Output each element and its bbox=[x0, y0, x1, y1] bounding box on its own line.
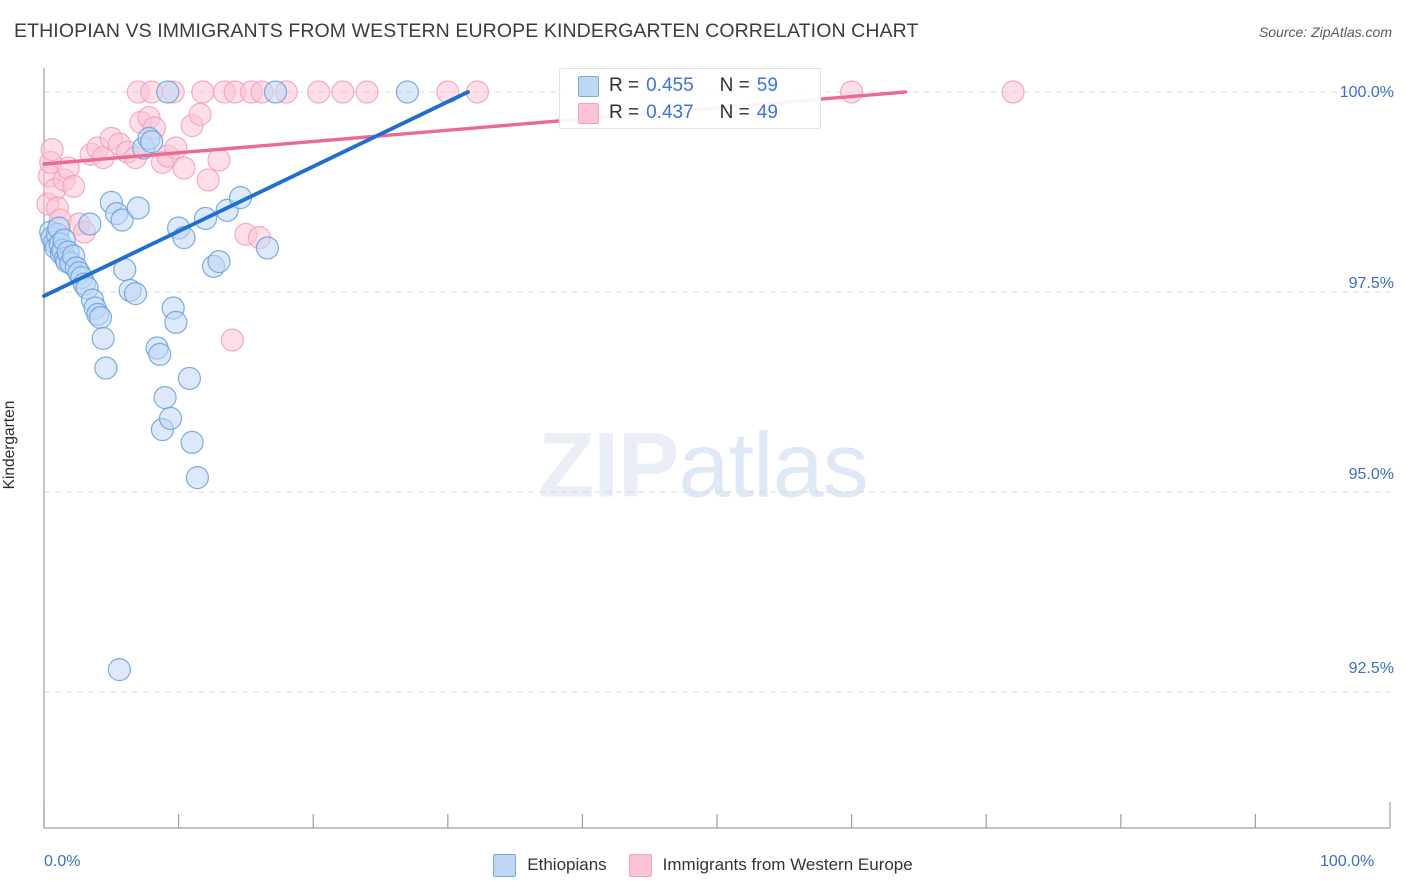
data-point bbox=[91, 326, 115, 350]
data-point bbox=[185, 466, 209, 490]
stats-swatch-pink bbox=[578, 102, 599, 124]
watermark-atlas: atlas bbox=[678, 414, 868, 517]
data-point bbox=[196, 168, 220, 192]
data-point bbox=[156, 80, 180, 104]
data-point bbox=[110, 208, 134, 232]
stats-r-value-2: 0.437 bbox=[646, 102, 694, 123]
data-point bbox=[126, 196, 150, 220]
data-point bbox=[61, 174, 86, 198]
data-point bbox=[172, 156, 196, 180]
data-point bbox=[148, 342, 172, 366]
data-point bbox=[263, 80, 288, 104]
legend-label-ethiopians: Ethiopians bbox=[527, 855, 607, 874]
x-tick-label-100: 100.0% bbox=[1320, 853, 1375, 870]
legend-item-ethiopians[interactable]: Ethiopians bbox=[493, 853, 607, 877]
data-point bbox=[395, 80, 419, 104]
data-point bbox=[188, 102, 212, 127]
stats-r-key-2: R = bbox=[609, 102, 640, 123]
data-point bbox=[355, 80, 379, 104]
data-point bbox=[191, 80, 215, 104]
legend-swatch-immigrants bbox=[628, 853, 652, 877]
data-point bbox=[164, 310, 188, 334]
y-tick-label-92-5: 92.5% bbox=[1348, 660, 1394, 677]
legend-item-immigrants[interactable]: Immigrants from Western Europe bbox=[628, 853, 913, 877]
data-point bbox=[40, 138, 64, 162]
data-point bbox=[839, 80, 864, 104]
stats-n-value-1: 59 bbox=[756, 75, 778, 96]
data-point bbox=[94, 356, 118, 380]
data-point bbox=[331, 80, 355, 104]
legend-label-immigrants: Immigrants from Western Europe bbox=[662, 855, 913, 874]
data-point bbox=[1001, 80, 1025, 104]
data-point bbox=[78, 212, 102, 236]
stats-r-key-1: R = bbox=[609, 75, 640, 96]
stats-n-key-1: N = bbox=[719, 75, 750, 96]
legend-swatch-ethiopians bbox=[493, 853, 517, 877]
stats-row-ethiopians: R = 0.455 N = 59 bbox=[578, 72, 778, 100]
data-point bbox=[220, 328, 244, 352]
data-point bbox=[164, 136, 188, 160]
trendline-ethiopians bbox=[42, 90, 470, 298]
y-tick-label-100: 100.0% bbox=[1339, 84, 1394, 101]
data-point bbox=[255, 236, 279, 260]
page-title: ETHIOPIAN VS IMMIGRANTS FROM WESTERN EUR… bbox=[14, 20, 919, 42]
series-points-immigrants bbox=[36, 80, 1025, 352]
source-label: Source: ZipAtlas.com bbox=[1258, 24, 1392, 40]
data-point bbox=[158, 406, 183, 430]
data-point bbox=[140, 130, 164, 154]
data-point bbox=[107, 657, 132, 682]
data-point bbox=[207, 148, 231, 172]
data-point bbox=[180, 430, 204, 454]
y-tick-label-95: 95.0% bbox=[1348, 466, 1394, 483]
data-point bbox=[177, 366, 201, 390]
stats-row-immigrants: R = 0.437 N = 49 bbox=[578, 99, 778, 127]
series-points-ethiopians bbox=[39, 80, 419, 682]
stats-r-value-1: 0.455 bbox=[646, 75, 694, 96]
data-point bbox=[207, 250, 231, 274]
chart-legend: Ethiopians Immigrants from Western Europ… bbox=[0, 848, 1406, 882]
x-tick-label-0: 0.0% bbox=[44, 853, 81, 870]
data-point bbox=[307, 80, 331, 104]
data-point bbox=[123, 282, 148, 306]
watermark-zip: ZIP bbox=[538, 414, 679, 517]
data-point bbox=[153, 386, 177, 410]
stats-n-value-2: 49 bbox=[756, 102, 778, 123]
y-axis-label: Kindergarten bbox=[1, 400, 18, 490]
stats-n-key-2: N = bbox=[719, 102, 750, 123]
stats-swatch-blue bbox=[578, 75, 599, 97]
data-point bbox=[88, 306, 113, 330]
zipatlas-watermark: ZIPatlas bbox=[538, 414, 868, 519]
correlation-stats-box: R = 0.455 N = 59 R = 0.437 N = 49 bbox=[559, 68, 821, 129]
y-tick-label-97-5: 97.5% bbox=[1348, 275, 1394, 292]
